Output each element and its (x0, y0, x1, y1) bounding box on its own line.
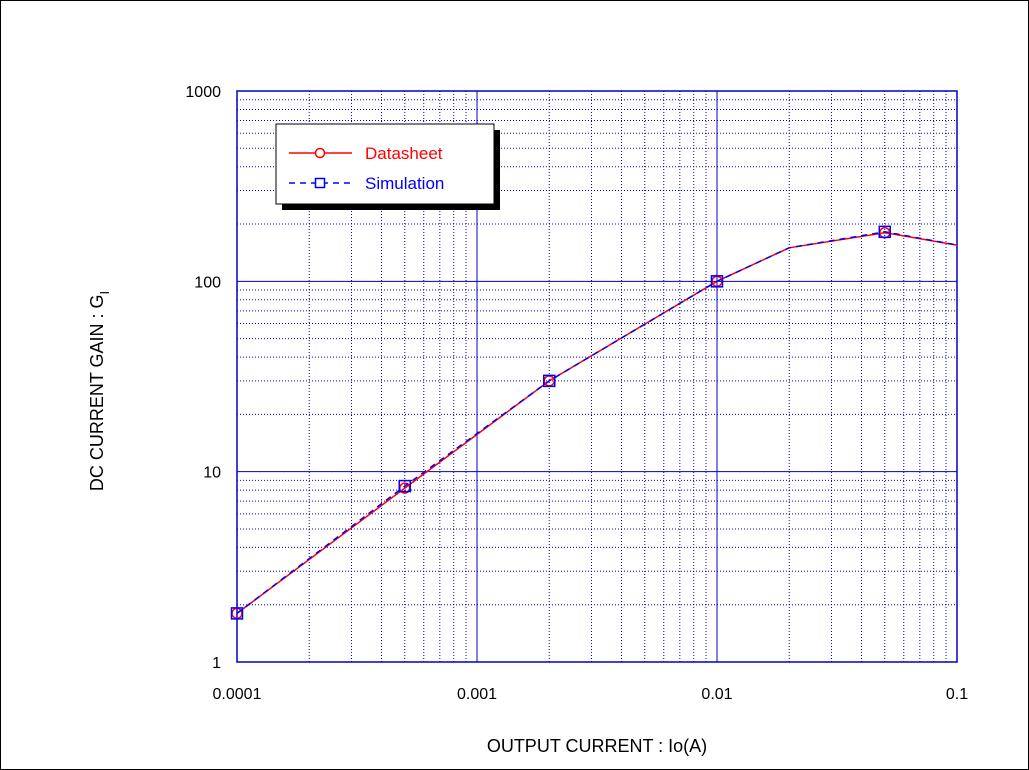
y-axis-label-subscript: I (97, 291, 112, 295)
y-tick-label: 100 (194, 274, 221, 291)
datapoint-simulation (878, 225, 892, 239)
y-tick-label: 10 (203, 465, 221, 482)
tick-labels: 0.0001 0.001 0.01 0.1 1 10 100 1000 (185, 84, 968, 703)
y-tick-label: 1000 (185, 84, 221, 101)
legend-item-datasheet: Datasheet (289, 144, 443, 163)
x-tick-label: 0.001 (457, 686, 497, 703)
x-tick-label: 0.0001 (213, 686, 262, 703)
legend: Datasheet Simulation (275, 123, 500, 210)
legend-item-simulation: Simulation (289, 174, 444, 193)
datapoint-simulation (230, 607, 244, 620)
legend-label-simulation: Simulation (365, 174, 444, 193)
legend-circle-marker (314, 147, 326, 159)
legend-box (275, 123, 495, 205)
x-axis-label: OUTPUT CURRENT : Io(A) (487, 736, 707, 756)
plot-border (236, 90, 958, 663)
datapoint-simulation (398, 479, 412, 493)
datapoint-simulation (542, 374, 556, 388)
y-axis-label-main: DC CURRENT GAIN : G (87, 294, 107, 491)
y-tick-label: 1 (212, 655, 221, 672)
x-tick-label: 0.1 (946, 686, 968, 703)
datapoint-simulation (710, 275, 724, 288)
series-layer (230, 225, 958, 620)
grid (236, 90, 958, 663)
series-line-simulation (236, 231, 958, 614)
legend-label-datasheet: Datasheet (365, 144, 443, 163)
x-tick-label: 0.01 (701, 686, 732, 703)
y-axis-label: DC CURRENT GAIN : GI (87, 291, 112, 491)
legend-square-marker (314, 177, 326, 189)
